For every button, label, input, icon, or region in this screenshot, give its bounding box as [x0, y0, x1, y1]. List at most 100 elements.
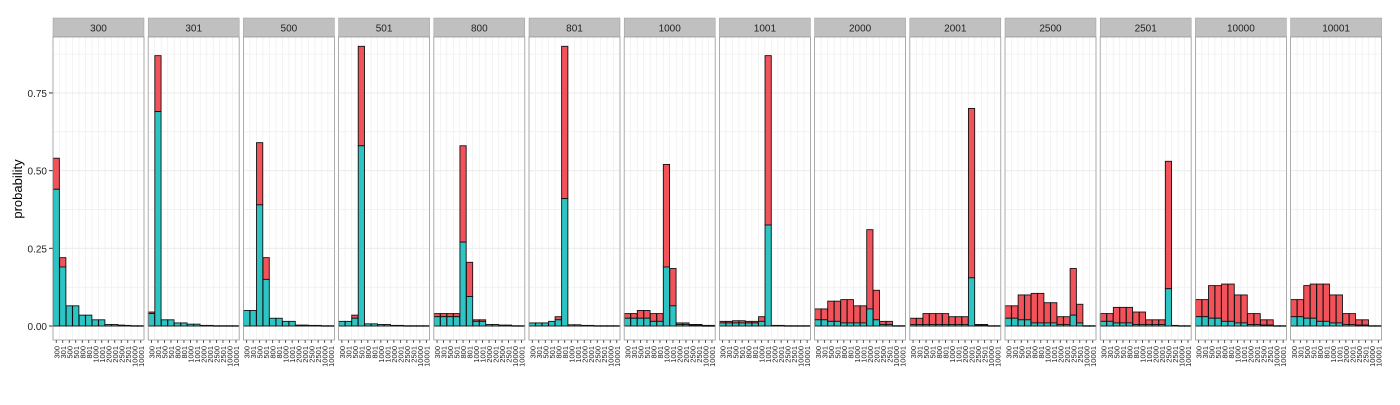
facet-panel-800: 8003003015005018008011000100120002001250… [433, 18, 527, 367]
bar-lower-segment [1291, 317, 1297, 326]
x-tick-label: 10001 [803, 346, 812, 367]
bar-lower-segment [155, 112, 161, 326]
bar-lower-segment [423, 326, 429, 327]
bar-lower-segment [1051, 323, 1057, 326]
facet-strip-label: 2501 [1135, 24, 1158, 35]
bar-upper-segment [1070, 269, 1076, 316]
bar-lower-segment [1362, 325, 1368, 326]
bar-lower-segment [1222, 321, 1228, 326]
bar-lower-segment [250, 310, 256, 326]
bar-lower-segment [434, 317, 440, 326]
bar-lower-segment [213, 326, 219, 327]
bar-upper-segment [440, 314, 446, 317]
bar-lower-segment [955, 324, 961, 326]
bar-lower-segment [968, 278, 974, 326]
bar-lower-segment [1209, 318, 1215, 326]
x-tick-label: 10001 [232, 346, 241, 367]
y-tick-label: 0.75 [28, 89, 48, 100]
x-tick-label: 10001 [994, 346, 1003, 367]
bar-upper-segment [942, 314, 948, 325]
bar-lower-segment [542, 323, 548, 326]
bar-lower-segment [1228, 321, 1234, 326]
bar-lower-segment [453, 317, 459, 326]
bar-upper-segment [1310, 284, 1316, 318]
bar-upper-segment [466, 262, 472, 296]
x-tick-label: 10001 [613, 346, 622, 367]
bar-lower-segment [650, 321, 656, 326]
facet-strip-label: 501 [376, 24, 393, 35]
bar-upper-segment [1057, 317, 1063, 325]
x-tick-label: 10001 [1089, 346, 1098, 367]
facet-strip-label: 2001 [944, 24, 967, 35]
bar-upper-segment [644, 310, 650, 318]
y-axis: 0.000.250.500.75 [28, 89, 53, 333]
bar-upper-segment [847, 300, 853, 323]
bar-upper-segment [1267, 320, 1273, 325]
bar-lower-segment [1310, 318, 1316, 326]
bar-lower-segment [696, 325, 702, 326]
bar-lower-segment [575, 325, 581, 326]
bar-lower-segment [492, 324, 498, 326]
bar-lower-segment [1185, 326, 1191, 327]
bar-lower-segment [397, 325, 403, 326]
bar-upper-segment [555, 317, 561, 320]
bar-lower-segment [1196, 317, 1202, 326]
bar-lower-segment [529, 323, 535, 326]
bar-lower-segment [131, 326, 137, 327]
facet-strip-label: 2000 [849, 24, 872, 35]
bar-upper-segment [1248, 314, 1254, 325]
bar-upper-segment [1018, 295, 1024, 320]
bar-upper-segment [670, 269, 676, 306]
bar-upper-segment [1196, 300, 1202, 317]
bar-upper-segment [1297, 300, 1303, 317]
bar-upper-segment [1222, 284, 1228, 321]
bar-lower-segment [1159, 324, 1165, 326]
bar-lower-segment [505, 325, 511, 326]
bar-lower-segment [1369, 326, 1375, 327]
facet-strip-label: 1000 [659, 24, 682, 35]
bar-lower-segment [880, 324, 886, 326]
bar-lower-segment [168, 320, 174, 326]
bar-lower-segment [99, 320, 105, 326]
bar-upper-segment [1330, 295, 1336, 323]
bar-upper-segment [1235, 295, 1241, 323]
bar-upper-segment [1215, 286, 1221, 319]
bar-upper-segment [650, 314, 656, 322]
bar-lower-segment [391, 325, 397, 326]
bar-upper-segment [460, 146, 466, 242]
bar-lower-segment [296, 325, 302, 326]
bar-lower-segment [1005, 318, 1011, 326]
bar-lower-segment [1165, 289, 1171, 326]
bar-upper-segment [631, 314, 637, 319]
bar-lower-segment [765, 225, 771, 326]
bar-lower-segment [404, 326, 410, 327]
bar-lower-segment [270, 318, 276, 326]
bar-lower-segment [1317, 321, 1323, 326]
bar-upper-segment [257, 143, 263, 205]
bar-lower-segment [328, 326, 334, 327]
bar-lower-segment [975, 325, 981, 326]
facet-strip-label: 300 [90, 24, 107, 35]
facet-panel-1001: 1001300301500501800801100010012000200125… [719, 18, 813, 367]
bar-lower-segment [778, 325, 784, 326]
bar-upper-segment [1228, 284, 1234, 321]
bar-lower-segment [460, 242, 466, 326]
bar-lower-segment [929, 324, 935, 326]
bar-upper-segment [1261, 320, 1267, 325]
bar-lower-segment [1261, 325, 1267, 326]
x-tick-label: 10001 [708, 346, 717, 367]
bar-lower-segment [1120, 323, 1126, 326]
facet-strip-label: 801 [566, 24, 583, 35]
bar-upper-segment [53, 158, 59, 189]
bar-lower-segment [752, 323, 758, 326]
bar-lower-segment [1152, 324, 1158, 326]
bar-lower-segment [86, 315, 92, 326]
bar-lower-segment [739, 323, 745, 326]
bar-lower-segment [899, 326, 905, 327]
bar-lower-segment [440, 317, 446, 326]
bar-lower-segment [1254, 324, 1260, 326]
bar-lower-segment [1025, 320, 1031, 326]
bar-lower-segment [1330, 323, 1336, 326]
bar-lower-segment [791, 326, 797, 327]
